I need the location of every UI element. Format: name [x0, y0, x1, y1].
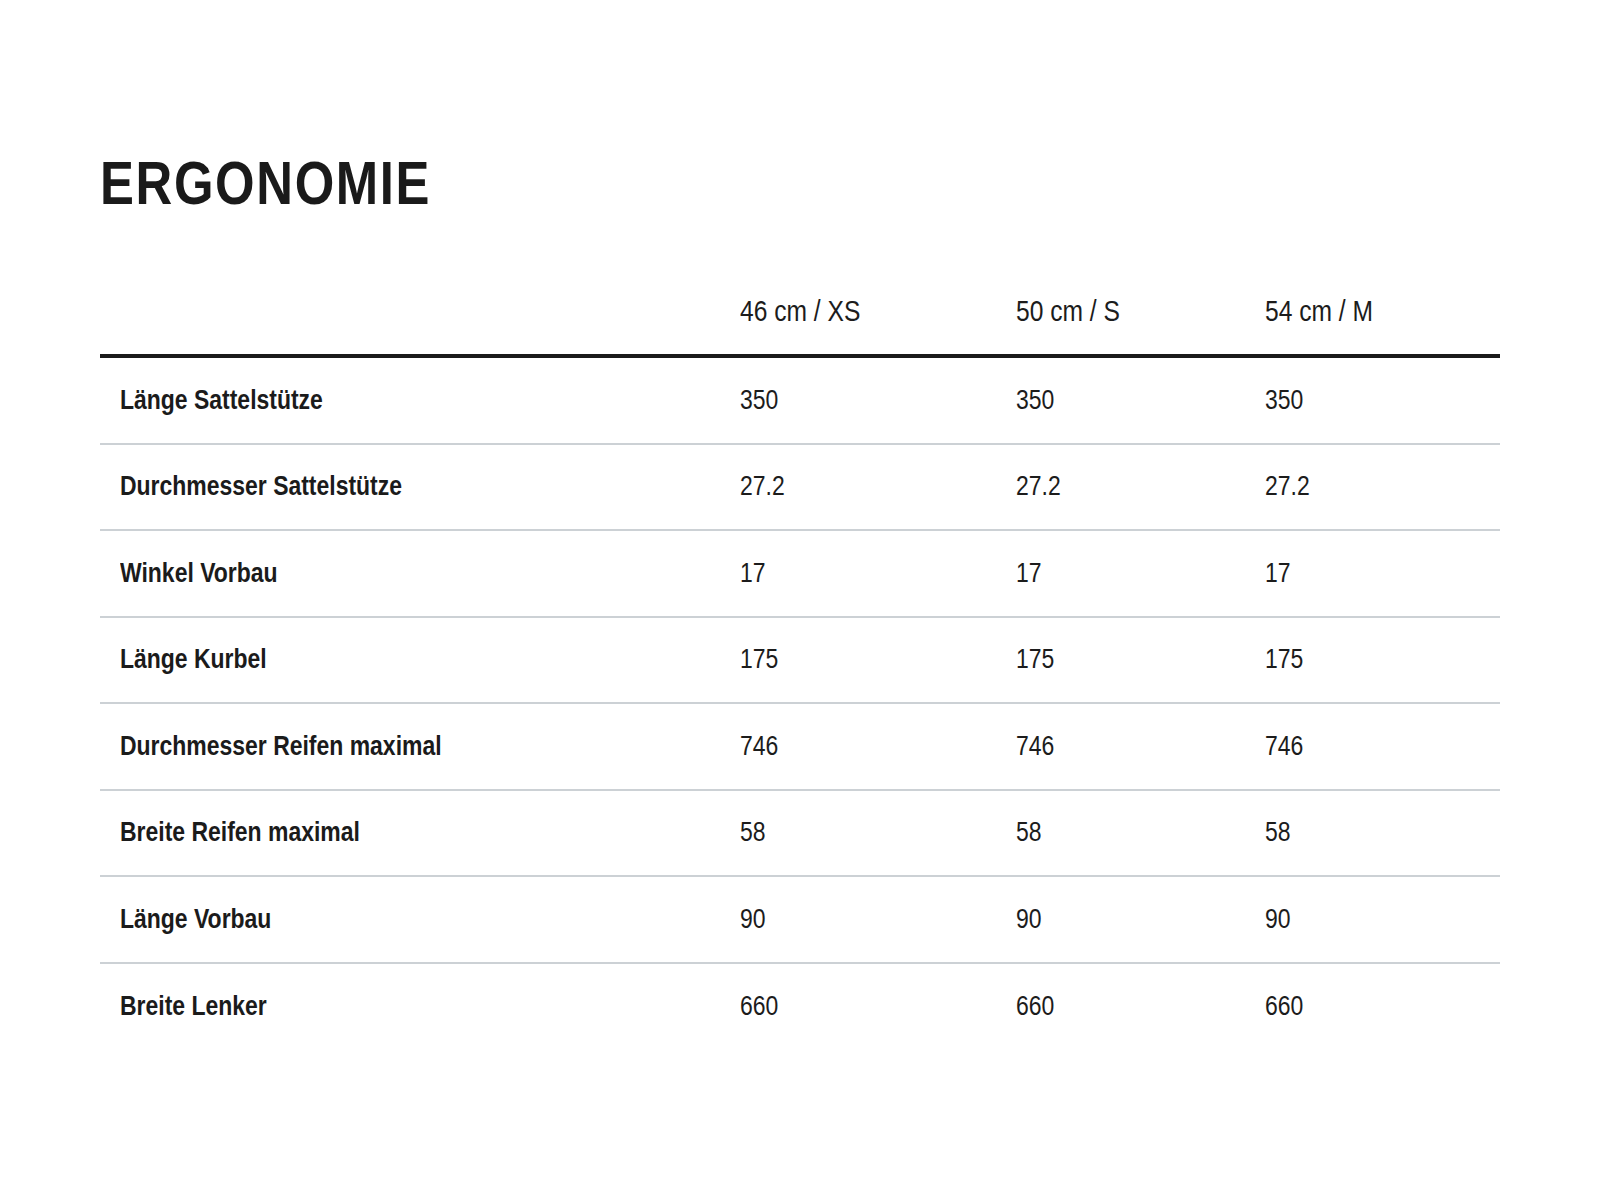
spec-label: Länge Sattelstütze: [100, 385, 740, 416]
spec-value-s: 175: [1016, 644, 1265, 675]
spec-value-m: 350: [1265, 385, 1500, 416]
spec-value-xs: 58: [740, 817, 1016, 848]
spec-value-xs: 27.2: [740, 471, 1016, 502]
spec-value-s: 660: [1016, 991, 1265, 1022]
spec-row-breite-lenker: Breite Lenker 660 660 660: [100, 964, 1500, 1051]
spec-label: Länge Vorbau: [100, 904, 740, 935]
spec-value-m: 660: [1265, 991, 1500, 1022]
spec-value-m: 17: [1265, 558, 1500, 589]
spec-value-xs: 175: [740, 644, 1016, 675]
spec-label: Durchmesser Sattelstütze: [100, 471, 740, 502]
spec-value-m: 175: [1265, 644, 1500, 675]
spec-value-xs: 350: [740, 385, 1016, 416]
spec-label: Winkel Vorbau: [100, 558, 740, 589]
spec-value-m: 27.2: [1265, 471, 1500, 502]
spec-value-s: 350: [1016, 385, 1265, 416]
ergonomics-page: ERGONOMIE 46 cm / XS 50 cm / S 54 cm / M…: [0, 0, 1600, 1200]
spec-row-durchmesser-reifen-maximal: Durchmesser Reifen maximal 746 746 746: [100, 704, 1500, 791]
spec-value-xs: 17: [740, 558, 1016, 589]
spec-label: Breite Lenker: [100, 991, 740, 1022]
spec-value-xs: 90: [740, 904, 1016, 935]
spec-value-m: 90: [1265, 904, 1500, 935]
spec-value-s: 17: [1016, 558, 1265, 589]
spec-row-laenge-kurbel: Länge Kurbel 175 175 175: [100, 618, 1500, 705]
size-header-row: 46 cm / XS 50 cm / S 54 cm / M: [100, 215, 1500, 358]
spec-row-winkel-vorbau: Winkel Vorbau 17 17 17: [100, 531, 1500, 618]
spec-value-m: 58: [1265, 817, 1500, 848]
spec-value-xs: 660: [740, 991, 1016, 1022]
spec-value-s: 746: [1016, 731, 1265, 762]
ergonomics-spec-table: 46 cm / XS 50 cm / S 54 cm / M Länge Sat…: [100, 215, 1500, 1050]
spec-label: Durchmesser Reifen maximal: [100, 731, 740, 762]
spec-value-s: 27.2: [1016, 471, 1265, 502]
spec-value-m: 746: [1265, 731, 1500, 762]
spec-value-s: 58: [1016, 817, 1265, 848]
spec-row-durchmesser-sattelstuetze: Durchmesser Sattelstütze 27.2 27.2 27.2: [100, 445, 1500, 532]
page-title: ERGONOMIE: [100, 0, 1500, 215]
spec-row-breite-reifen-maximal: Breite Reifen maximal 58 58 58: [100, 791, 1500, 878]
empty-header-cell: [100, 326, 740, 354]
size-column-header-xs: 46 cm / XS: [740, 296, 1016, 354]
spec-label: Breite Reifen maximal: [100, 817, 740, 848]
spec-label: Länge Kurbel: [100, 644, 740, 675]
spec-row-laenge-vorbau: Länge Vorbau 90 90 90: [100, 877, 1500, 964]
spec-row-laenge-sattelstuetze: Länge Sattelstütze 350 350 350: [100, 358, 1500, 445]
spec-value-s: 90: [1016, 904, 1265, 935]
page-title-text: ERGONOMIE: [100, 150, 431, 215]
content-area: ERGONOMIE 46 cm / XS 50 cm / S 54 cm / M…: [0, 0, 1600, 1050]
size-column-header-s: 50 cm / S: [1016, 296, 1265, 354]
size-column-header-m: 54 cm / M: [1265, 296, 1500, 354]
spec-value-xs: 746: [740, 731, 1016, 762]
